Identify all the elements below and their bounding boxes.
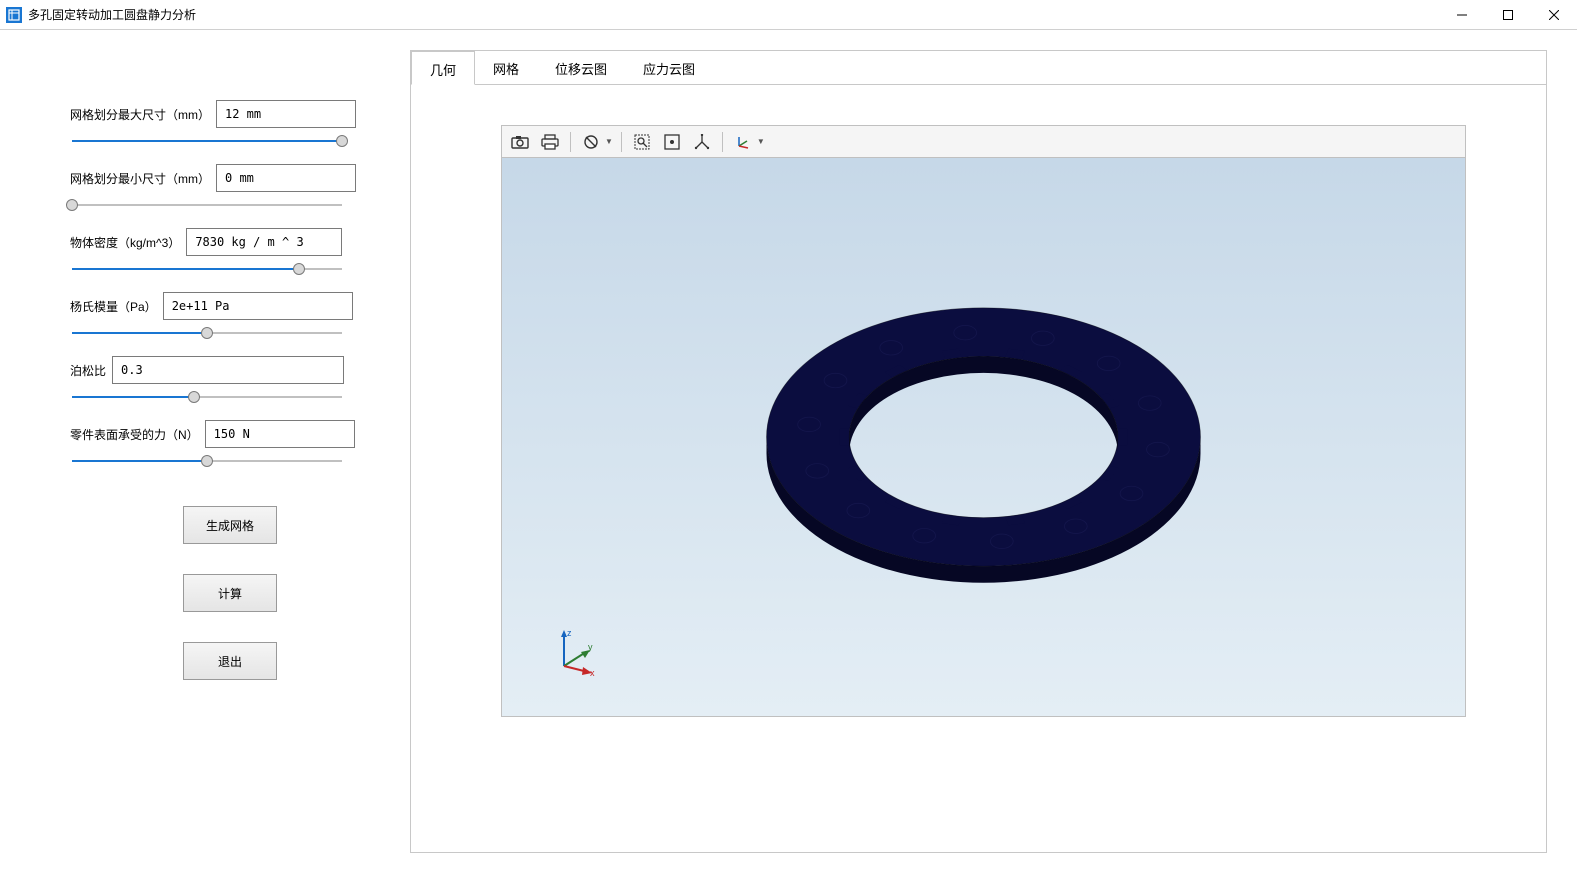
param-mesh-max: 网格划分最大尺寸（mm） xyxy=(70,100,390,136)
param-young: 杨氏模量（Pa） xyxy=(70,292,390,328)
print-icon[interactable] xyxy=(536,129,564,155)
tab-stress[interactable]: 应力云图 xyxy=(625,51,713,84)
poisson-input[interactable] xyxy=(112,356,344,384)
mesh-max-label: 网格划分最大尺寸（mm） xyxy=(70,106,210,123)
viewer-panel: 几何 网格 位移云图 应力云图 ▼ ▼ xyxy=(410,50,1547,853)
poisson-label: 泊松比 xyxy=(70,362,106,379)
tab-mesh[interactable]: 网格 xyxy=(475,51,537,84)
toolbar-separator xyxy=(570,132,571,152)
parameter-panel: 网格划分最大尺寸（mm） 网格划分最小尺寸（mm） 物体密度（kg/ xyxy=(10,40,410,883)
axes-toggle-icon[interactable] xyxy=(688,129,716,155)
axis-triad: z y x xyxy=(552,626,602,676)
force-slider[interactable] xyxy=(72,454,342,456)
exit-button[interactable]: 退出 xyxy=(183,642,277,680)
young-slider[interactable] xyxy=(72,326,342,328)
disc-model xyxy=(502,158,1465,716)
mesh-min-slider[interactable] xyxy=(72,198,342,200)
param-mesh-min: 网格划分最小尺寸（mm） xyxy=(70,164,390,200)
param-force: 零件表面承受的力（N） xyxy=(70,420,390,456)
camera-icon[interactable] xyxy=(506,129,534,155)
poisson-slider[interactable] xyxy=(72,390,342,392)
tabs: 几何 网格 位移云图 应力云图 xyxy=(411,51,1546,85)
density-slider[interactable] xyxy=(72,262,342,264)
tab-displacement[interactable]: 位移云图 xyxy=(537,51,625,84)
young-input[interactable] xyxy=(163,292,353,320)
triad-icon[interactable] xyxy=(729,129,757,155)
zoom-box-icon[interactable] xyxy=(628,129,656,155)
young-label: 杨氏模量（Pa） xyxy=(70,298,157,315)
force-label: 零件表面承受的力（N） xyxy=(70,426,199,443)
svg-text:y: y xyxy=(588,642,593,652)
dropdown-arrow-icon[interactable]: ▼ xyxy=(757,137,765,146)
toolbar-separator xyxy=(621,132,622,152)
density-label: 物体密度（kg/m^3） xyxy=(70,234,180,251)
mesh-max-slider[interactable] xyxy=(72,134,342,136)
generate-mesh-button[interactable]: 生成网格 xyxy=(183,506,277,544)
svg-text:z: z xyxy=(567,628,572,638)
reset-view-icon[interactable] xyxy=(577,129,605,155)
compute-button[interactable]: 计算 xyxy=(183,574,277,612)
density-input[interactable] xyxy=(186,228,342,256)
window-controls xyxy=(1439,0,1577,30)
mesh-min-label: 网格划分最小尺寸（mm） xyxy=(70,170,210,187)
dropdown-arrow-icon[interactable]: ▼ xyxy=(605,137,613,146)
force-input[interactable] xyxy=(205,420,355,448)
param-density: 物体密度（kg/m^3） xyxy=(70,228,390,264)
app-icon xyxy=(6,7,22,23)
minimize-button[interactable] xyxy=(1439,0,1485,30)
tab-geometry[interactable]: 几何 xyxy=(411,51,475,85)
3d-viewport[interactable]: z y x xyxy=(501,157,1466,717)
mesh-min-input[interactable] xyxy=(216,164,356,192)
titlebar: 多孔固定转动加工圆盘静力分析 xyxy=(0,0,1577,30)
mesh-max-input[interactable] xyxy=(216,100,356,128)
window-title: 多孔固定转动加工圆盘静力分析 xyxy=(28,6,1439,23)
param-poisson: 泊松比 xyxy=(70,356,390,392)
maximize-button[interactable] xyxy=(1485,0,1531,30)
toolbar-separator xyxy=(722,132,723,152)
close-button[interactable] xyxy=(1531,0,1577,30)
viewer-toolbar: ▼ ▼ xyxy=(501,125,1466,157)
svg-text:x: x xyxy=(590,668,595,676)
fit-view-icon[interactable] xyxy=(658,129,686,155)
